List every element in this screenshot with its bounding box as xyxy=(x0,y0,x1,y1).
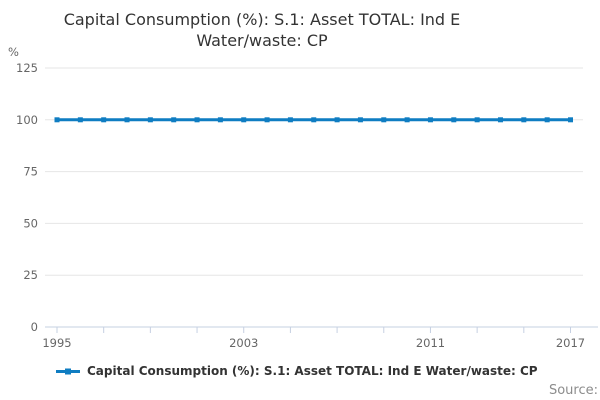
series-marker xyxy=(101,117,107,123)
chart-title-line1: Capital Consumption (%): S.1: Asset TOTA… xyxy=(63,10,461,29)
chart-title: Capital Consumption (%): S.1: Asset TOTA… xyxy=(0,9,524,51)
y-axis-tick-label: 0 xyxy=(31,320,38,334)
y-axis-unit-label: % xyxy=(8,45,19,59)
series-marker xyxy=(241,117,247,123)
y-axis-tick-label: 100 xyxy=(16,113,38,127)
x-axis-tick-label: 2011 xyxy=(416,336,445,350)
series-marker xyxy=(124,117,130,123)
series-marker xyxy=(54,117,60,123)
series-marker xyxy=(287,117,293,123)
series-marker xyxy=(497,117,503,123)
x-axis-tick-label: 1995 xyxy=(42,336,71,350)
series-marker xyxy=(357,117,363,123)
series-marker xyxy=(474,117,480,123)
series-marker xyxy=(521,117,527,123)
source-label: Source: xyxy=(548,383,598,398)
series-marker xyxy=(264,117,270,123)
series-marker xyxy=(311,117,317,123)
y-axis-tick-label: 25 xyxy=(23,268,38,282)
series-marker xyxy=(77,117,83,123)
series-marker xyxy=(194,117,200,123)
legend-series-swatch-icon xyxy=(56,368,80,374)
series-marker xyxy=(427,117,433,123)
series-marker xyxy=(171,117,177,123)
series-marker xyxy=(334,117,340,123)
legend-item[interactable]: Capital Consumption (%): S.1: Asset TOTA… xyxy=(55,362,538,380)
x-axis-tick-label: 2017 xyxy=(556,336,585,350)
series-marker xyxy=(217,117,223,123)
series-marker xyxy=(568,117,573,123)
series-marker xyxy=(404,117,410,123)
y-axis-tick-label: 50 xyxy=(23,216,38,230)
series-marker xyxy=(381,117,387,123)
chart-title-line2: Water/waste: CP xyxy=(196,31,328,50)
x-axis-tick-label: 2003 xyxy=(229,336,258,350)
y-axis-tick-label: 75 xyxy=(23,165,38,179)
y-axis-tick-label: 125 xyxy=(16,61,38,75)
legend-label: Capital Consumption (%): S.1: Asset TOTA… xyxy=(87,364,538,378)
series-marker xyxy=(451,117,457,123)
series-marker xyxy=(544,117,550,123)
series-marker xyxy=(147,117,153,123)
